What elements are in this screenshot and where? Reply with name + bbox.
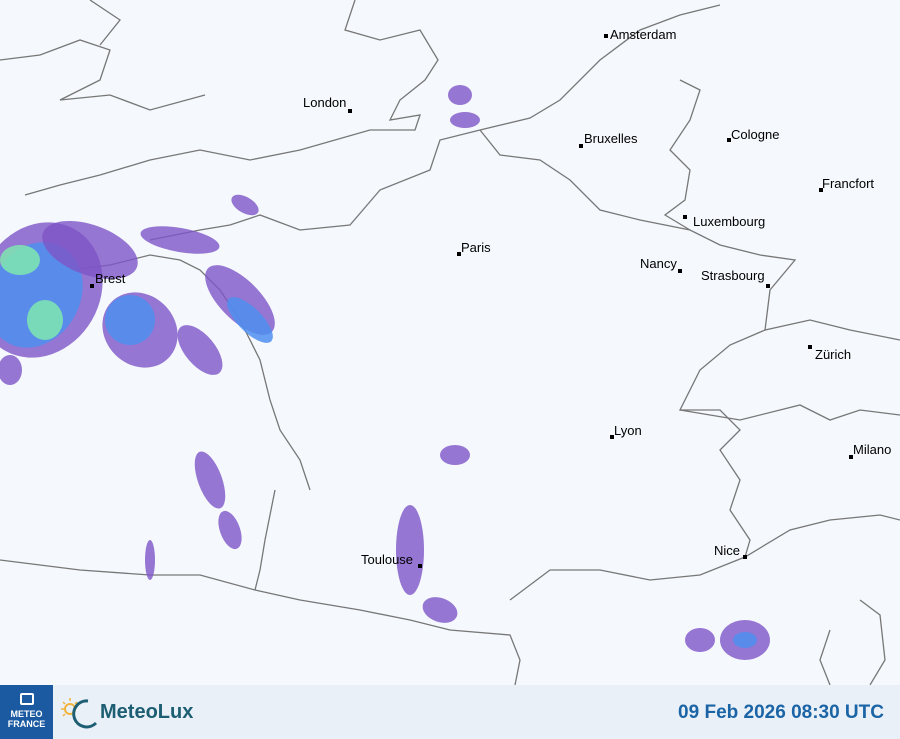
city-marker — [678, 269, 682, 273]
city-marker — [766, 284, 770, 288]
city-marker — [727, 138, 731, 142]
sun-swirl-icon — [61, 698, 98, 729]
city-marker — [808, 345, 812, 349]
rain-cell — [685, 628, 715, 652]
rain-cell — [105, 295, 155, 345]
city-luxembourg[interactable]: Luxembourg — [683, 214, 765, 229]
city-marker — [683, 215, 687, 219]
rain-cell — [0, 355, 22, 385]
city-marker — [348, 109, 352, 113]
city-label: Paris — [461, 240, 491, 255]
city-label: Luxembourg — [693, 214, 765, 229]
rain-cell — [733, 632, 757, 648]
meteofrance-logo[interactable]: METEO FRANCE — [0, 685, 53, 739]
city-amsterdam[interactable]: Amsterdam — [604, 27, 676, 42]
meteofrance-icon — [19, 693, 34, 705]
rain-cell — [422, 597, 458, 623]
city-label: Cologne — [731, 127, 779, 142]
rain-cell — [194, 451, 226, 509]
city-lyon[interactable]: Lyon — [610, 423, 642, 439]
radar-timestamp: 09 Feb 2026 08:30 UTC — [678, 702, 884, 723]
city-francfort[interactable]: Francfort — [819, 176, 874, 192]
city-label: London — [303, 95, 346, 110]
city-brest[interactable]: Brest — [90, 271, 126, 288]
rain-cell — [227, 297, 273, 343]
city-label: Nancy — [640, 256, 677, 271]
city-markers: Amsterdam London Bruxelles Cologne Francfort… — [90, 27, 891, 568]
city-label: Lyon — [614, 423, 642, 438]
city-zürich[interactable]: Zürich — [808, 345, 851, 362]
footer-bar: METEO FRANCE MeteoLux 09 Feb 2026 08:30 … — [0, 685, 900, 739]
city-marker — [743, 555, 747, 559]
meteolux-logo[interactable]: MeteoLux — [58, 695, 193, 729]
rain-cell — [42, 220, 138, 280]
city-nancy[interactable]: Nancy — [640, 256, 682, 273]
city-milano[interactable]: Milano — [849, 442, 891, 459]
rain-cell — [177, 325, 223, 375]
city-london[interactable]: London — [303, 95, 352, 113]
rain-cell — [27, 300, 63, 340]
city-label: Bruxelles — [584, 131, 638, 146]
city-label: Brest — [95, 271, 126, 286]
city-label: Zürich — [815, 347, 851, 362]
radar-precipitation — [0, 85, 770, 660]
rain-cell — [145, 540, 155, 580]
city-toulouse[interactable]: Toulouse — [361, 552, 422, 568]
city-marker — [418, 564, 422, 568]
city-label: Amsterdam — [610, 27, 676, 42]
city-bruxelles[interactable]: Bruxelles — [579, 131, 638, 148]
city-cologne[interactable]: Cologne — [727, 127, 779, 142]
city-label: Francfort — [822, 176, 874, 191]
city-paris[interactable]: Paris — [457, 240, 491, 256]
city-marker — [604, 34, 608, 38]
rain-cell — [450, 112, 480, 128]
city-marker — [819, 188, 823, 192]
city-marker — [610, 435, 614, 439]
meteolux-label: MeteoLux — [100, 700, 194, 723]
city-label: Strasbourg — [701, 268, 765, 283]
rain-cell — [448, 85, 472, 105]
rain-cell — [440, 445, 470, 465]
radar-map[interactable]: Amsterdam London Bruxelles Cologne Francfort… — [0, 0, 900, 685]
rain-cell — [231, 194, 259, 216]
rain-cell — [0, 245, 40, 275]
city-marker — [90, 284, 94, 288]
rain-cell — [396, 505, 424, 595]
city-nice[interactable]: Nice — [714, 543, 747, 559]
city-label: Nice — [714, 543, 740, 558]
city-label: Milano — [853, 442, 891, 457]
city-marker — [849, 455, 853, 459]
city-marker — [457, 252, 461, 256]
city-strasbourg[interactable]: Strasbourg — [701, 268, 770, 288]
rain-cell — [218, 510, 242, 550]
rain-cell — [140, 226, 220, 254]
city-label: Toulouse — [361, 552, 413, 567]
city-marker — [579, 144, 583, 148]
